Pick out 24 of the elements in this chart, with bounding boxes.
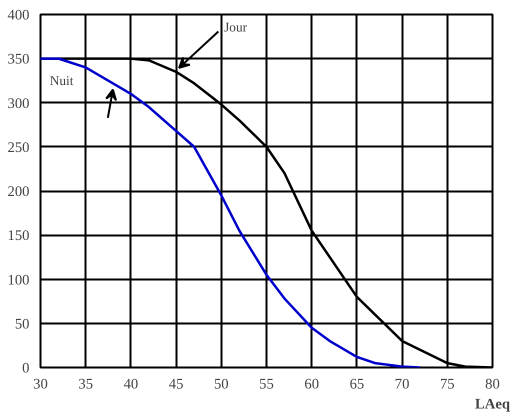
x-tick-label: 50 bbox=[214, 376, 229, 392]
x-tick-label: 45 bbox=[168, 376, 184, 392]
x-tick-label: 35 bbox=[78, 376, 94, 392]
y-tick-label: 0 bbox=[22, 360, 30, 376]
y-tick-label: 250 bbox=[8, 140, 30, 156]
y-tick-label: 50 bbox=[14, 316, 30, 332]
x-tick-label: 55 bbox=[259, 376, 274, 392]
y-tick-label: 300 bbox=[8, 96, 30, 112]
y-tick-label: 400 bbox=[8, 8, 30, 24]
text: Jour bbox=[224, 19, 248, 34]
y-tick-label: 100 bbox=[8, 272, 30, 288]
series-label: Nuit bbox=[50, 72, 74, 88]
x-tick-label: 60 bbox=[304, 376, 320, 392]
y-tick-label: 150 bbox=[8, 228, 30, 244]
x-tick-label: 80 bbox=[485, 376, 500, 392]
y-tick-label: 350 bbox=[8, 52, 30, 68]
x-tick-label: 65 bbox=[350, 376, 364, 392]
y-tick-label: 200 bbox=[8, 184, 30, 200]
x-tick-label: 30 bbox=[33, 376, 48, 392]
x-tick-label: 70 bbox=[394, 376, 410, 392]
x-axis-title: LAeq bbox=[474, 396, 511, 412]
x-tick-label: 75 bbox=[440, 376, 455, 392]
line-series bbox=[40, 57, 422, 368]
x-tick-label: 40 bbox=[124, 376, 138, 392]
